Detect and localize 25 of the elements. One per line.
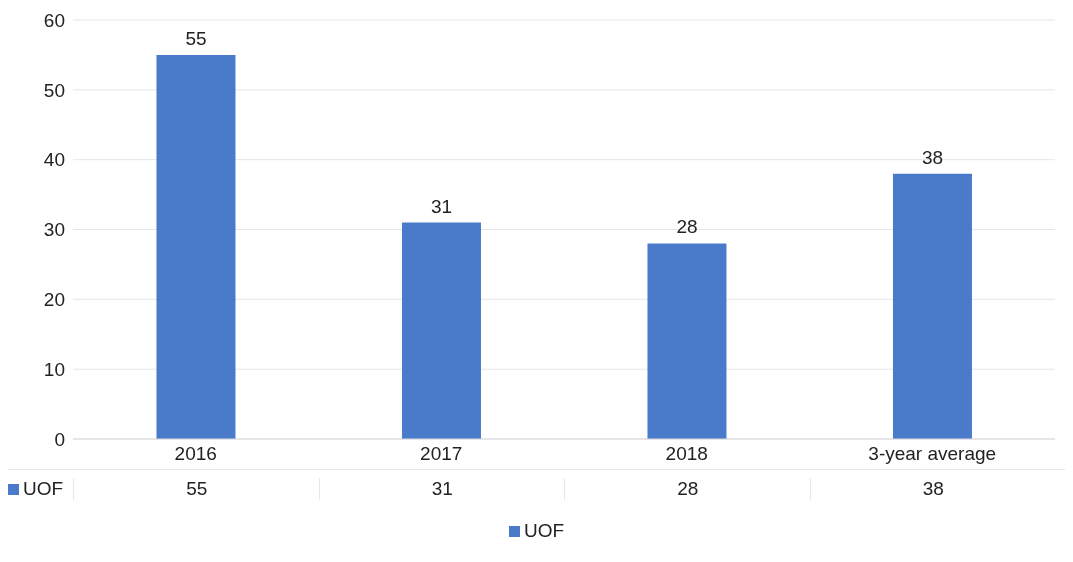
bar <box>156 54 236 439</box>
y-tick-label: 10 <box>43 358 65 380</box>
y-tick-label: 60 <box>43 9 65 31</box>
annotation: 28 <box>676 216 698 238</box>
y-tick-label: 20 <box>43 289 65 311</box>
data-label: 55 <box>73 478 320 500</box>
text: UOF <box>23 478 64 499</box>
y-tick-label: 40 <box>43 149 65 171</box>
bar <box>892 173 972 439</box>
legend-label: UOF <box>523 520 565 542</box>
x-tick-label: 2017 <box>420 443 463 465</box>
annotation: 38 <box>921 146 944 168</box>
y-tick-label: 30 <box>43 219 65 241</box>
annotation: 31 <box>430 195 453 217</box>
x-tick-label: 3-year average <box>868 443 997 465</box>
bar <box>647 243 727 439</box>
y-tick-label: 50 <box>43 79 65 101</box>
data-label: 31 <box>318 478 565 500</box>
annotation: 55 <box>185 27 207 49</box>
data-label: 28 <box>564 478 811 500</box>
data-label: 38 <box>809 478 1056 500</box>
y-tick-label: 0 <box>54 428 65 450</box>
bar <box>401 222 481 439</box>
x-tick-label: 2016 <box>174 443 217 465</box>
x-tick-label: 2018 <box>665 443 708 465</box>
